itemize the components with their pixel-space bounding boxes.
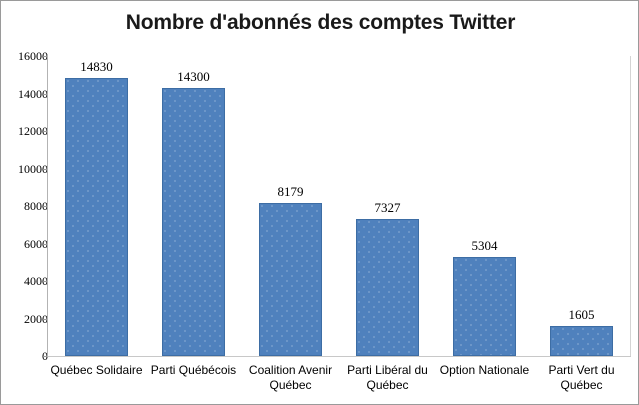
y-axis-line xyxy=(47,55,48,357)
y-axis-tick-label: 2000 xyxy=(24,312,48,326)
y-axis-tick-mark xyxy=(43,244,47,245)
bar-value-label: 14830 xyxy=(80,59,113,74)
bar[interactable] xyxy=(356,219,419,356)
bar[interactable] xyxy=(550,326,613,356)
y-axis-tick-mark xyxy=(43,356,47,357)
y-axis-tick-label: 10000 xyxy=(18,162,48,176)
y-axis-tick-mark xyxy=(43,56,47,57)
bar-value-label: 7327 xyxy=(374,200,401,215)
x-axis-category-label: Parti Libéral du Québec xyxy=(347,363,428,392)
y-axis-tick-label: 16000 xyxy=(18,49,48,63)
bar[interactable] xyxy=(65,78,128,356)
bar-value-label: 5304 xyxy=(471,238,498,253)
x-axis-category-label: Parti Québécois xyxy=(150,363,237,377)
bar[interactable] xyxy=(259,203,322,356)
bar-value-label: 8179 xyxy=(277,184,304,199)
y-axis-tick-label: 12000 xyxy=(18,124,48,138)
bar-value-label: 14300 xyxy=(177,69,210,84)
y-axis-tick-label: 6000 xyxy=(24,237,48,251)
y-axis-tick-label: 8000 xyxy=(24,199,48,213)
y-axis-tick-label: 4000 xyxy=(24,274,48,288)
y-axis: 0200040006000800010000120001400016000 xyxy=(1,1,48,404)
y-axis-tick-mark xyxy=(43,281,47,282)
x-axis-category-label: Coalition Avenir Québec xyxy=(248,363,333,392)
y-axis-tick-mark xyxy=(43,319,47,320)
x-axis-line xyxy=(48,356,631,357)
y-axis-tick-label: 14000 xyxy=(18,87,48,101)
chart-title: Nombre d'abonnés des comptes Twitter xyxy=(125,11,516,34)
y-axis-tick-mark xyxy=(43,131,47,132)
x-axis-category-label: Parti Vert du Québec xyxy=(548,363,615,392)
x-axis-category-label: Québec Solidaire xyxy=(50,363,143,377)
bar[interactable] xyxy=(162,88,225,356)
y-axis-tick-mark xyxy=(43,169,47,170)
x-axis-category-label: Option Nationale xyxy=(439,363,530,377)
bar[interactable] xyxy=(453,257,516,356)
bar-value-label: 1605 xyxy=(568,307,595,322)
y-axis-tick-mark xyxy=(43,206,47,207)
plot-area-right-border xyxy=(630,56,631,356)
y-axis-tick-mark xyxy=(43,94,47,95)
